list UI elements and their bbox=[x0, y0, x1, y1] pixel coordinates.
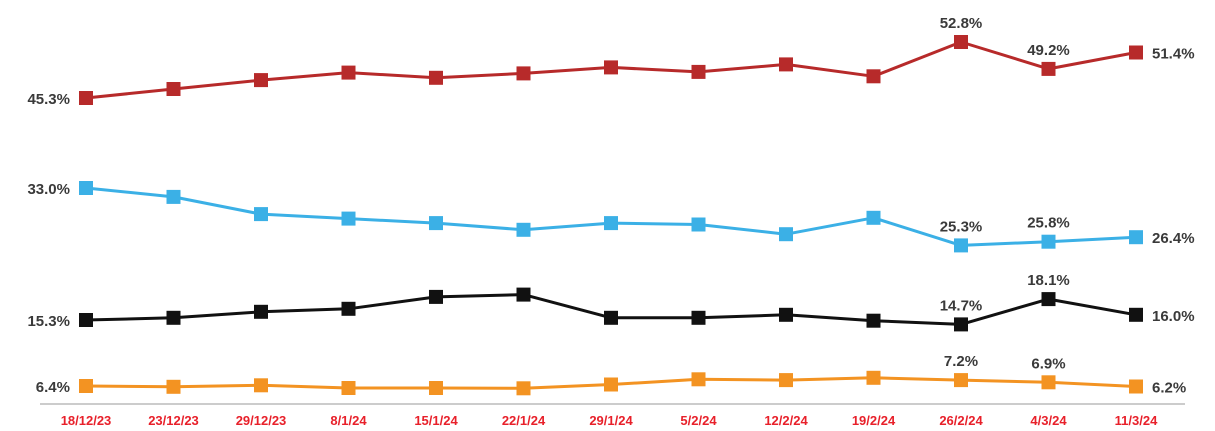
data-point-marker bbox=[1129, 45, 1143, 60]
data-point-marker bbox=[691, 372, 706, 387]
data-point-marker bbox=[254, 207, 268, 222]
data-point-marker bbox=[341, 381, 356, 395]
data-point-marker bbox=[866, 69, 881, 84]
data-point-marker bbox=[954, 373, 968, 388]
data-point-marker bbox=[79, 181, 93, 195]
data-point-marker bbox=[516, 381, 531, 396]
series-layer bbox=[79, 35, 1143, 396]
data-point-marker bbox=[516, 66, 531, 81]
data-point-marker bbox=[1041, 234, 1056, 249]
data-point-marker bbox=[79, 91, 93, 105]
data-point-marker bbox=[429, 70, 443, 85]
data-point-marker bbox=[341, 301, 356, 316]
x-tick-label: 29/1/24 bbox=[589, 413, 633, 428]
data-point-marker bbox=[954, 35, 968, 49]
x-tick-label: 8/1/24 bbox=[330, 413, 367, 428]
data-label: 6.2% bbox=[1152, 380, 1186, 397]
data-label: 26.4% bbox=[1152, 230, 1195, 247]
series-0 bbox=[79, 35, 1143, 105]
data-point-marker bbox=[779, 227, 793, 242]
data-point-marker bbox=[79, 379, 93, 393]
data-point-marker bbox=[779, 57, 793, 72]
data-point-marker bbox=[1041, 61, 1056, 76]
data-label: 51.4% bbox=[1152, 45, 1195, 62]
data-point-marker bbox=[254, 304, 268, 319]
data-label: 25.8% bbox=[1027, 215, 1070, 232]
series-3 bbox=[79, 370, 1143, 396]
data-point-marker bbox=[604, 60, 618, 75]
data-label: 6.4% bbox=[36, 379, 70, 396]
data-point-marker bbox=[1129, 230, 1143, 245]
data-point-marker bbox=[166, 310, 181, 325]
data-point-marker bbox=[1041, 375, 1056, 390]
data-label: 16.0% bbox=[1152, 308, 1195, 325]
x-tick-label: 26/2/24 bbox=[939, 413, 983, 428]
series-1 bbox=[79, 181, 1143, 253]
data-point-marker bbox=[429, 216, 443, 231]
x-tick-label: 12/2/24 bbox=[764, 413, 808, 428]
data-point-marker bbox=[691, 310, 706, 325]
data-label: 45.3% bbox=[27, 91, 70, 108]
data-point-marker bbox=[1041, 292, 1056, 307]
data-point-marker bbox=[1129, 379, 1143, 394]
x-tick-label: 19/2/24 bbox=[852, 413, 896, 428]
x-tick-label: 15/1/24 bbox=[414, 413, 458, 428]
data-labels: 45.3% 52.8% 49.2% 51.4% 33.0% 25.3% 25.8% 26.4%… bbox=[27, 15, 1194, 397]
data-point-marker bbox=[691, 217, 706, 232]
data-point-marker bbox=[779, 373, 793, 388]
x-tick-label: 5/2/24 bbox=[680, 413, 717, 428]
data-point-marker bbox=[166, 82, 181, 96]
data-label: 33.0% bbox=[27, 181, 70, 198]
data-label: 15.3% bbox=[27, 313, 70, 330]
data-point-marker bbox=[429, 289, 443, 304]
data-point-marker bbox=[866, 370, 881, 385]
data-point-marker bbox=[866, 210, 881, 225]
data-point-marker bbox=[604, 310, 618, 325]
data-point-marker bbox=[604, 377, 618, 392]
data-point-marker bbox=[254, 378, 268, 393]
data-label: 7.2% bbox=[944, 353, 978, 370]
data-point-marker bbox=[604, 216, 618, 231]
data-label: 6.9% bbox=[1031, 355, 1065, 372]
x-tick-label: 23/12/23 bbox=[148, 413, 199, 428]
data-point-marker bbox=[779, 307, 793, 322]
data-point-marker bbox=[79, 313, 93, 327]
data-point-marker bbox=[516, 287, 531, 302]
x-tick-label: 18/12/23 bbox=[61, 413, 112, 428]
data-point-marker bbox=[866, 313, 881, 328]
data-point-marker bbox=[429, 381, 443, 395]
x-tick-labels: 18/12/23 23/12/23 29/12/23 8/1/24 15/1/24 22/… bbox=[61, 413, 1158, 428]
data-point-marker bbox=[1129, 307, 1143, 322]
x-tick-label: 22/1/24 bbox=[502, 413, 546, 428]
data-label: 18.1% bbox=[1027, 272, 1070, 289]
data-point-marker bbox=[516, 222, 531, 237]
x-tick-label: 29/12/23 bbox=[236, 413, 287, 428]
data-point-marker bbox=[341, 65, 356, 80]
series-2 bbox=[79, 287, 1143, 332]
x-tick-label: 4/3/24 bbox=[1030, 413, 1067, 428]
data-point-marker bbox=[341, 211, 356, 226]
x-tick-label: 11/3/24 bbox=[1115, 413, 1158, 428]
data-label: 49.2% bbox=[1027, 42, 1070, 59]
data-point-marker bbox=[691, 64, 706, 79]
data-point-marker bbox=[166, 189, 181, 204]
data-label: 25.3% bbox=[940, 218, 983, 235]
data-label: 14.7% bbox=[940, 297, 983, 314]
data-point-marker bbox=[954, 317, 968, 332]
data-point-marker bbox=[954, 238, 968, 253]
data-point-marker bbox=[254, 73, 268, 88]
data-point-marker bbox=[166, 379, 181, 394]
data-label: 52.8% bbox=[940, 15, 983, 32]
